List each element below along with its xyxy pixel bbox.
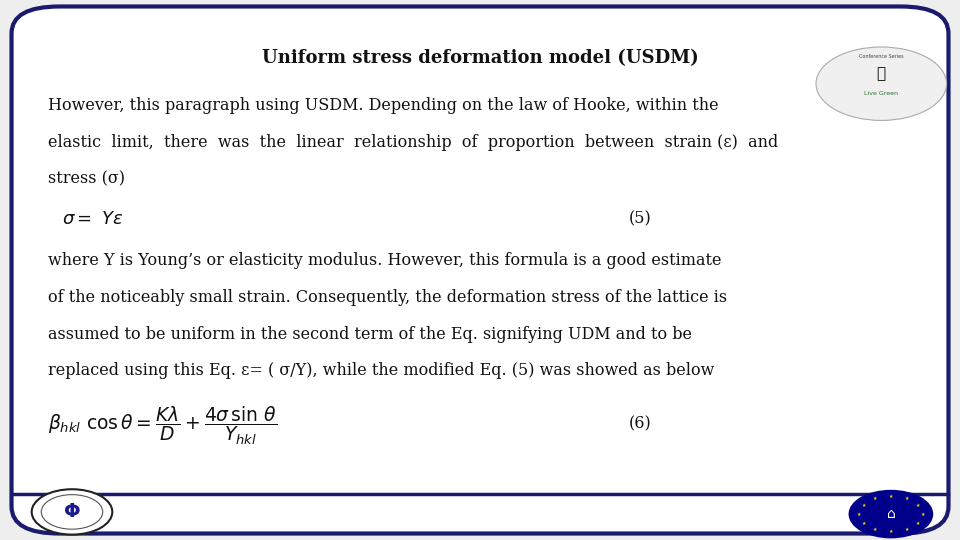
Text: ★: ★ <box>904 496 909 501</box>
Circle shape <box>32 489 112 535</box>
Text: ★: ★ <box>916 503 921 508</box>
Text: ★: ★ <box>861 521 866 525</box>
Text: (5): (5) <box>629 210 652 227</box>
Text: $\sigma = \ Y\varepsilon$: $\sigma = \ Y\varepsilon$ <box>62 210 124 228</box>
Text: Live Green: Live Green <box>864 91 899 96</box>
Circle shape <box>816 47 947 120</box>
Text: assumed to be uniform in the second term of the Eq. signifying UDM and to be: assumed to be uniform in the second term… <box>48 326 692 342</box>
Text: 💧: 💧 <box>876 66 886 82</box>
Text: $\beta_{hkl}\ \cos\theta = \dfrac{K\lambda}{D} + \dfrac{4\sigma\,\sin\,\theta}{Y: $\beta_{hkl}\ \cos\theta = \dfrac{K\lamb… <box>48 404 277 447</box>
Text: Conference Series: Conference Series <box>859 54 903 59</box>
Text: ★: ★ <box>861 503 866 508</box>
FancyBboxPatch shape <box>12 6 948 534</box>
Text: (6): (6) <box>629 415 652 432</box>
Text: Φ: Φ <box>63 502 81 522</box>
Text: ★: ★ <box>904 527 909 532</box>
Text: ★: ★ <box>873 527 877 532</box>
Text: of the noticeably small strain. Consequently, the deformation stress of the latt: of the noticeably small strain. Conseque… <box>48 289 727 306</box>
Text: where Y is Young’s or elasticity modulus. However, this formula is a good estima: where Y is Young’s or elasticity modulus… <box>48 252 722 269</box>
Text: elastic  limit,  there  was  the  linear  relationship  of  proportion  between : elastic limit, there was the linear rela… <box>48 134 779 151</box>
Text: ★: ★ <box>921 511 924 517</box>
Text: ⌂: ⌂ <box>886 507 896 521</box>
Text: ★: ★ <box>889 529 893 535</box>
Text: Uniform stress deformation model (USDM): Uniform stress deformation model (USDM) <box>262 49 698 66</box>
Text: replaced using this Eq. ε= ( σ/Y), while the modified Eq. (5) was showed as belo: replaced using this Eq. ε= ( σ/Y), while… <box>48 362 714 379</box>
Circle shape <box>41 495 103 529</box>
Text: ★: ★ <box>916 521 921 525</box>
Text: ★: ★ <box>857 511 861 517</box>
Text: However, this paragraph using USDM. Depending on the law of Hooke, within the: However, this paragraph using USDM. Depe… <box>48 97 719 114</box>
Text: stress (σ): stress (σ) <box>48 171 125 187</box>
Circle shape <box>850 491 932 537</box>
Text: ★: ★ <box>873 496 877 501</box>
Text: ★: ★ <box>889 494 893 499</box>
